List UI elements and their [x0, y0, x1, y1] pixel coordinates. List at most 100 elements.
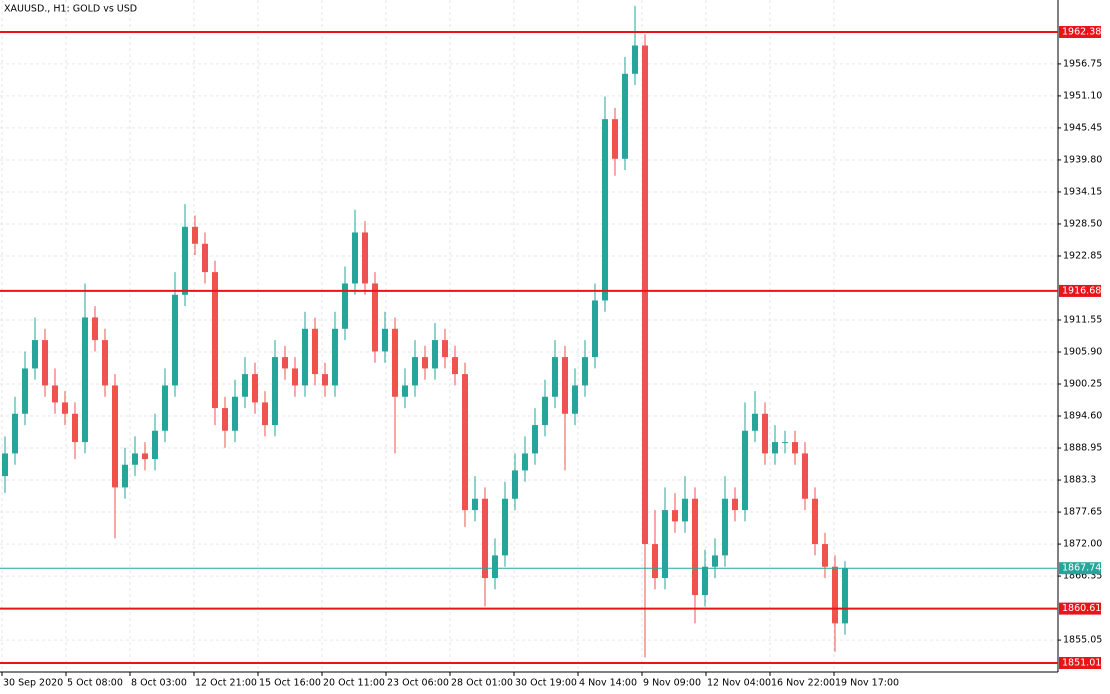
y-tick-label: 1855.05 [1063, 635, 1102, 646]
candle-body [62, 402, 68, 414]
candle-body [632, 45, 638, 74]
candle-body [412, 357, 418, 386]
x-tick-label: 28 Oct 01:00 [451, 678, 513, 689]
y-tick-label: 1883.3 [1063, 475, 1096, 486]
candle-body [302, 328, 308, 386]
plot [2, 5, 848, 658]
candle-body [182, 226, 188, 295]
candle-body [702, 566, 708, 596]
candle-body [112, 385, 118, 488]
candle-body [352, 232, 358, 284]
candle-body [52, 385, 58, 403]
chart-title: XAUUSD., H1: GOLD vs USD [4, 4, 137, 15]
candle-body [662, 510, 668, 579]
candle-body [162, 385, 168, 431]
y-tick-label: 1905.90 [1063, 347, 1102, 358]
y-tick-label: 1945.45 [1063, 122, 1102, 133]
candle-body [292, 368, 298, 386]
x-tick-label: 23 Oct 06:00 [387, 678, 449, 689]
candle-body [362, 232, 368, 284]
x-tick-label: 16 Nov 22:00 [771, 678, 835, 689]
candle-body [622, 73, 628, 159]
candle-body [202, 243, 208, 273]
x-tick-label: 20 Oct 11:00 [323, 678, 385, 689]
candle-body [142, 453, 148, 460]
candle-body [512, 470, 518, 499]
candle-body [402, 385, 408, 397]
candle-body [472, 498, 478, 511]
y-tick-label: 1922.85 [1063, 250, 1102, 261]
x-tick-label: 9 Nov 09:00 [643, 678, 701, 689]
candle-body [252, 374, 258, 403]
candle-body [442, 340, 448, 358]
candle-body [532, 425, 538, 454]
y-tick-label: 1866.35 [1063, 571, 1102, 582]
candle-body [282, 357, 288, 369]
y-tick-label: 1877.65 [1063, 507, 1102, 518]
candle-body [72, 413, 78, 443]
candle-body [672, 510, 678, 522]
candle-body [222, 408, 228, 431]
candle-body [132, 453, 138, 465]
candle-body [432, 340, 438, 369]
candle-body [792, 442, 798, 454]
candle-body [452, 357, 458, 375]
x-tick-label: 4 Nov 14:00 [579, 678, 637, 689]
level-label: 1851.01 [1062, 657, 1101, 668]
candle-body [782, 442, 788, 444]
level-tag [1059, 26, 1101, 39]
x-tick-label: 19 Nov 17:00 [835, 678, 899, 689]
y-tick-label: 1956.75 [1063, 58, 1102, 69]
y-tick-label: 1894.60 [1063, 411, 1102, 422]
y-tick-label: 1888.95 [1063, 443, 1102, 454]
y-tick-label: 1951.10 [1063, 90, 1102, 101]
candle-body [2, 453, 8, 477]
candle-body [192, 226, 198, 244]
level-label: 1860.61 [1062, 603, 1101, 614]
candle-body [372, 283, 378, 352]
candle-body [812, 498, 818, 545]
candle-body [742, 430, 748, 511]
candle-body [12, 413, 18, 454]
level-label: 1962.38 [1062, 27, 1101, 38]
candle-body [342, 283, 348, 329]
x-tick-label: 12 Oct 21:00 [195, 678, 257, 689]
candle-body [562, 357, 568, 414]
candle-body [22, 368, 28, 414]
candle-body [602, 119, 608, 301]
y-tick-label: 1911.55 [1063, 314, 1102, 325]
candle-body [322, 374, 328, 386]
candle-body [552, 357, 558, 397]
candle-body [722, 498, 728, 556]
candle-body [502, 498, 508, 556]
level-tag [1059, 656, 1101, 669]
candle-body [692, 498, 698, 596]
candle-body [492, 555, 498, 579]
level-tag [1059, 284, 1101, 297]
candle-body [522, 453, 528, 471]
x-tick-label: 15 Oct 16:00 [259, 678, 321, 689]
candle-body [212, 272, 218, 409]
y-tick-label: 1939.80 [1063, 154, 1102, 165]
level-label: 1867.74 [1062, 563, 1101, 574]
candle-body [242, 374, 248, 397]
candle-body [732, 498, 738, 511]
candle-body [102, 340, 108, 386]
x-tick-label: 12 Nov 04:00 [707, 678, 771, 689]
candle-body [802, 453, 808, 499]
level-tag [1059, 562, 1101, 575]
y-tick-label: 1928.50 [1063, 218, 1102, 229]
candle-body [542, 396, 548, 426]
x-tick-label: 5 Oct 08:00 [67, 678, 123, 689]
candle-body [752, 413, 758, 431]
candle-body [82, 317, 88, 443]
candle-body [312, 328, 318, 375]
candle-body [842, 568, 848, 624]
candle-body [572, 385, 578, 414]
y-tick-label: 1934.15 [1063, 186, 1102, 197]
candle-body [762, 413, 768, 454]
y-tick-label: 1872.00 [1063, 539, 1102, 550]
level-label: 1916.68 [1062, 285, 1101, 296]
x-tick-label: 30 Oct 19:00 [515, 678, 577, 689]
